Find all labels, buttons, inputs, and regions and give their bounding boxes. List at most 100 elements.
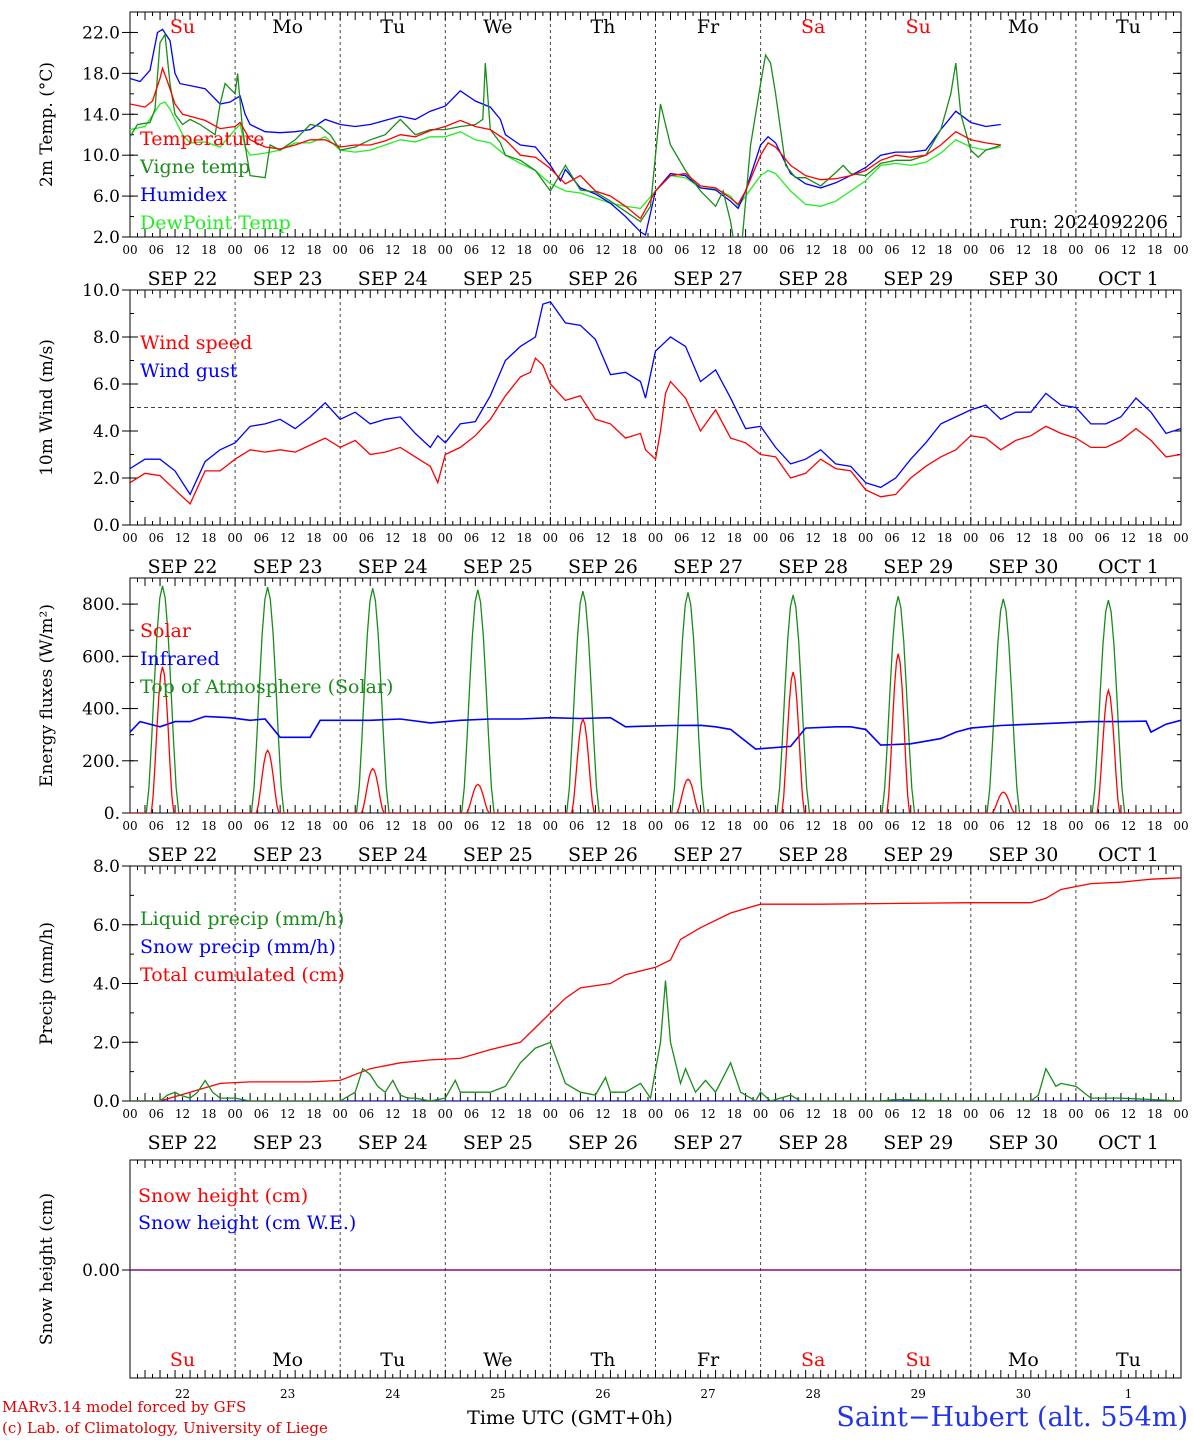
- temp-date-label: SEP 30: [988, 268, 1058, 290]
- energy-hour-label: 06: [989, 819, 1004, 833]
- temp-hour-label: 12: [175, 243, 190, 257]
- wind-hour-label: 06: [149, 531, 164, 545]
- wind-hour-label: 06: [464, 531, 479, 545]
- wind-y-tick-label: 0.0: [93, 516, 120, 536]
- precip-hour-label: 06: [779, 1107, 794, 1121]
- temp-legend-entry: Vigne temp: [139, 156, 250, 178]
- energy-series-solar: [130, 653, 1181, 813]
- energy-hour-label: 00: [1173, 819, 1188, 833]
- wind-hour-label: 00: [753, 531, 768, 545]
- temp-series-temperature: [130, 66, 1001, 220]
- day-number: 1: [1125, 1387, 1133, 1401]
- temp-hour-label: 12: [806, 243, 821, 257]
- energy-hour-label: 18: [622, 819, 637, 833]
- wind-date-label: SEP 28: [778, 556, 848, 578]
- temp-hour-label: 18: [201, 243, 216, 257]
- snow-y-axis-label: Snow height (cm): [37, 1193, 57, 1345]
- model-credit-line: MARv3.14 model forced by GFS: [2, 1398, 247, 1416]
- temp-hour-label: 12: [280, 243, 295, 257]
- wind-hour-label: 18: [306, 531, 321, 545]
- precip-date-label: SEP 28: [778, 1132, 848, 1154]
- energy-hour-label: 12: [595, 819, 610, 833]
- precip-hour-label: 18: [622, 1107, 637, 1121]
- precip-hour-label: 12: [490, 1107, 505, 1121]
- wind-hour-label: 06: [884, 531, 899, 545]
- temp-hour-label: 06: [779, 243, 794, 257]
- wind-hour-label: 12: [1121, 531, 1136, 545]
- wind-date-label: SEP 22: [148, 556, 218, 578]
- temp-date-label: SEP 26: [568, 268, 638, 290]
- temp-hour-label: 06: [674, 243, 689, 257]
- precip-hour-label: 06: [1095, 1107, 1110, 1121]
- precip-hour-label: 12: [1121, 1107, 1136, 1121]
- temp-hour-label: 12: [385, 243, 400, 257]
- precip-hour-label: 18: [937, 1107, 952, 1121]
- temp-hour-label: 12: [700, 243, 715, 257]
- temp-hour-label: 18: [937, 243, 952, 257]
- energy-hour-label: 18: [937, 819, 952, 833]
- precip-hour-label: 12: [911, 1107, 926, 1121]
- precip-hour-label: 06: [989, 1107, 1004, 1121]
- snow-day-name: Mo: [272, 1349, 303, 1371]
- wind-hour-label: 12: [700, 531, 715, 545]
- wind-date-label: SEP 29: [883, 556, 953, 578]
- precip-hour-label: 18: [411, 1107, 426, 1121]
- day-number: 27: [700, 1387, 715, 1401]
- energy-date-label: SEP 23: [253, 844, 323, 866]
- temp-date-label: SEP 23: [253, 268, 323, 290]
- temp-day-name: Su: [906, 16, 931, 38]
- energy-y-tick-label: 400.: [82, 700, 120, 720]
- energy-date-label: SEP 28: [778, 844, 848, 866]
- energy-date-label: OCT 1: [1098, 844, 1159, 866]
- wind-date-label: SEP 24: [358, 556, 428, 578]
- energy-hour-label: 18: [411, 819, 426, 833]
- temp-hour-label: 00: [1173, 243, 1188, 257]
- temp-day-name: Mo: [1008, 16, 1039, 38]
- energy-y-tick-label: 600.: [82, 647, 120, 667]
- energy-hour-label: 00: [438, 819, 453, 833]
- precip-date-label: SEP 27: [673, 1132, 743, 1154]
- temp-legend-entry: Humidex: [140, 184, 227, 206]
- wind-hour-label: 18: [1147, 531, 1162, 545]
- temp-y-tick-label: 2.0: [93, 228, 120, 248]
- wind-y-axis-label: 10m Wind (m/s): [37, 339, 57, 476]
- energy-hour-label: 06: [359, 819, 374, 833]
- precip-hour-label: 12: [1016, 1107, 1031, 1121]
- temp-hour-label: 06: [464, 243, 479, 257]
- wind-hour-label: 00: [648, 531, 663, 545]
- station-name: Saint−Hubert (alt. 554m): [836, 1402, 1188, 1433]
- wind-date-label: SEP 30: [988, 556, 1058, 578]
- temp-hour-label: 00: [122, 243, 137, 257]
- day-number: 25: [490, 1387, 505, 1401]
- precip-y-tick-label: 6.0: [93, 916, 120, 936]
- wind-hour-label: 12: [385, 531, 400, 545]
- energy-hour-label: 18: [306, 819, 321, 833]
- energy-hour-label: 18: [832, 819, 847, 833]
- precip-hour-label: 00: [122, 1107, 137, 1121]
- precip-date-label: SEP 22: [148, 1132, 218, 1154]
- precip-hour-label: 06: [464, 1107, 479, 1121]
- snow-day-name: We: [483, 1349, 512, 1371]
- wind-hour-label: 18: [201, 531, 216, 545]
- precip-hour-label: 18: [1147, 1107, 1162, 1121]
- temp-y-tick-label: 18.0: [82, 64, 120, 84]
- energy-hour-label: 00: [858, 819, 873, 833]
- day-number: 24: [385, 1387, 401, 1401]
- precip-y-tick-label: 2.0: [93, 1033, 120, 1053]
- energy-hour-label: 18: [1147, 819, 1162, 833]
- energy-date-label: SEP 26: [568, 844, 638, 866]
- energy-hour-label: 06: [674, 819, 689, 833]
- wind-y-tick-label: 2.0: [93, 469, 120, 489]
- wind-y-tick-label: 8.0: [93, 328, 120, 348]
- precip-hour-label: 00: [963, 1107, 978, 1121]
- energy-hour-label: 00: [227, 819, 242, 833]
- wind-hour-label: 06: [779, 531, 794, 545]
- temp-hour-label: 00: [438, 243, 453, 257]
- wind-date-label: SEP 25: [463, 556, 533, 578]
- energy-hour-label: 06: [464, 819, 479, 833]
- temp-date-label: SEP 27: [673, 268, 743, 290]
- temp-series-dewpoint-temp: [130, 101, 1001, 210]
- wind-y-tick-label: 10.0: [82, 281, 120, 301]
- energy-hour-label: 18: [516, 819, 531, 833]
- wind-hour-label: 00: [1173, 531, 1188, 545]
